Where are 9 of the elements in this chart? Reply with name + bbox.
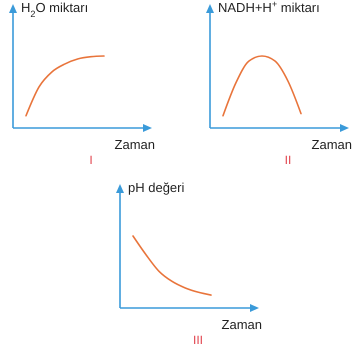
y-axis-title: NADH+H$^{+}$ miktarı [218, 0, 320, 15]
y-axis-title: pH değeri [128, 180, 184, 195]
x-axis-title: Zaman [114, 137, 155, 152]
text: I [89, 153, 93, 167]
y-axis-title: H$_{2}$O miktarı [21, 0, 88, 19]
x-axis-title: Zaman [222, 317, 262, 332]
x-axis-title: Zaman [312, 137, 352, 152]
text: III [192, 333, 204, 347]
text: II [284, 153, 292, 167]
